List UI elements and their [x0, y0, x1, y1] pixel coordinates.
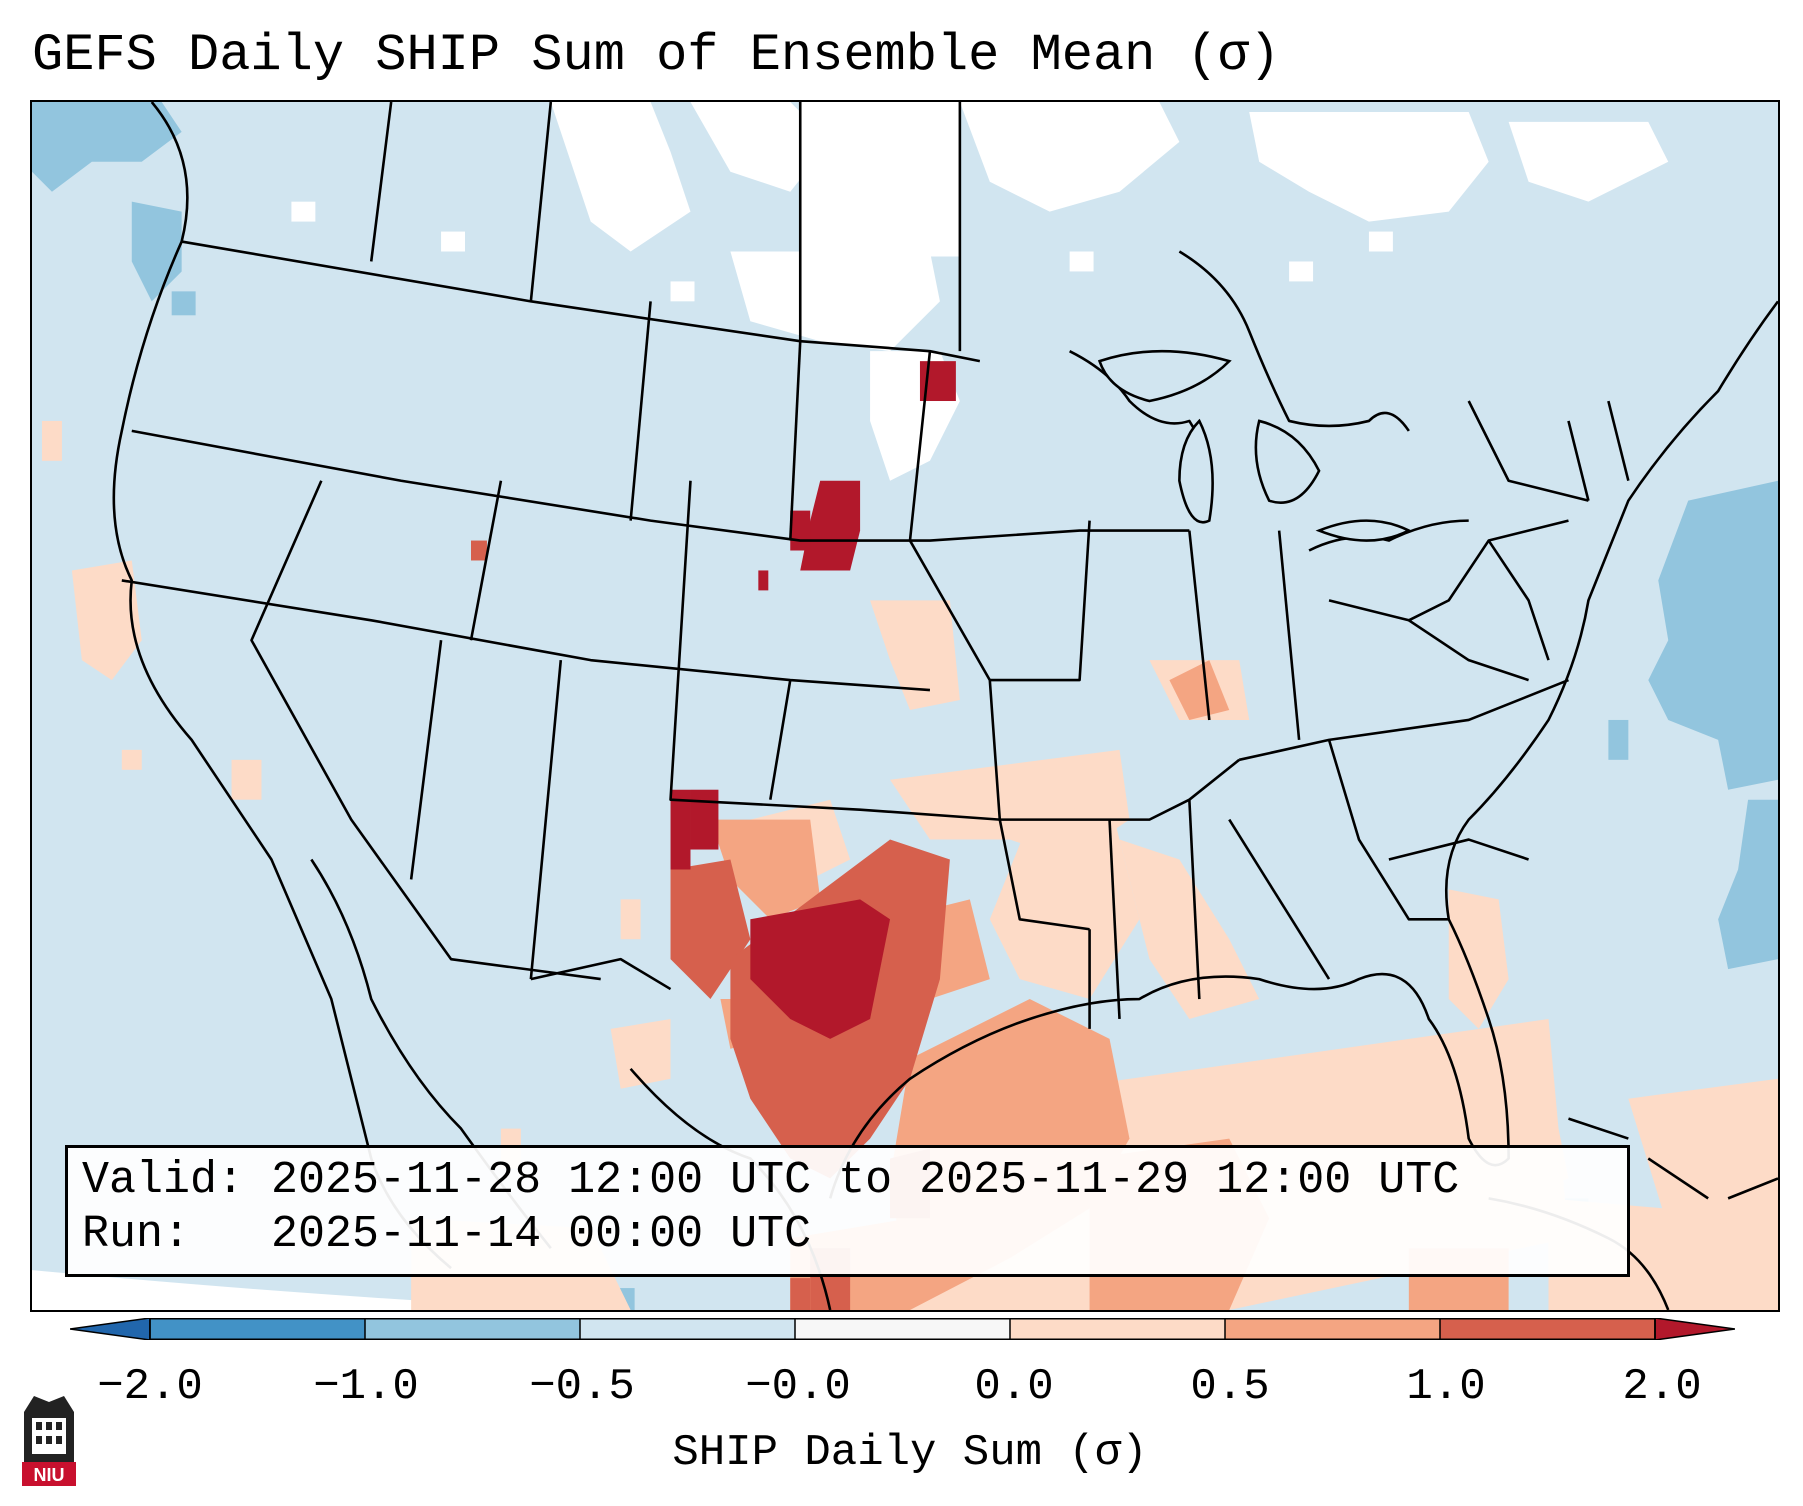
colorbar: [70, 1318, 1735, 1340]
colorbar-bin: [580, 1318, 796, 1340]
colorbar-tick-label: 0.5: [1190, 1362, 1270, 1412]
colorbar-tick-label: −0.5: [529, 1362, 635, 1412]
great-lakes: [1097, 349, 1412, 542]
colorbar-tick-label: −2.0: [97, 1362, 203, 1412]
colorbar-extend-high: [1654, 1318, 1735, 1340]
colorbar-bin: [1225, 1318, 1441, 1340]
colorbar-tick-label: −1.0: [313, 1362, 419, 1412]
state-borders: [121, 102, 1630, 1029]
colorbar-bin: [1440, 1318, 1656, 1340]
colorbar-bin: [150, 1318, 366, 1340]
logo-text: NIU: [34, 1465, 65, 1485]
colorbar-label: SHIP Daily Sum (σ): [672, 1428, 1148, 1478]
valid-run-info-box: Valid: 2025-11-28 12:00 UTC to 2025-11-2…: [65, 1145, 1630, 1277]
extreme-positive-regions: [670, 361, 956, 1039]
run-time-line: Run: 2025-11-14 00:00 UTC: [82, 1209, 812, 1260]
map-title: GEFS Daily SHIP Sum of Ensemble Mean (σ): [32, 26, 1281, 85]
colorbar-bin: [1010, 1318, 1226, 1340]
colorbar-bin: [795, 1318, 1011, 1340]
niu-building-logo: NIU: [22, 1396, 76, 1486]
colorbar-tick-label: −0.0: [745, 1362, 851, 1412]
negative-patches: [32, 102, 1778, 1310]
colorbar-tick-label: 0.0: [974, 1362, 1054, 1412]
colorbar-tick-label: 1.0: [1406, 1362, 1486, 1412]
colorbar-extend-low: [70, 1318, 151, 1340]
colorbar-tick-label: 2.0: [1622, 1362, 1702, 1412]
map-canvas: [32, 102, 1778, 1310]
map-panel: [30, 100, 1780, 1312]
valid-time-line: Valid: 2025-11-28 12:00 UTC to 2025-11-2…: [82, 1155, 1460, 1206]
off-domain-bottom-left: [32, 1270, 591, 1310]
colorbar-bin: [365, 1318, 581, 1340]
